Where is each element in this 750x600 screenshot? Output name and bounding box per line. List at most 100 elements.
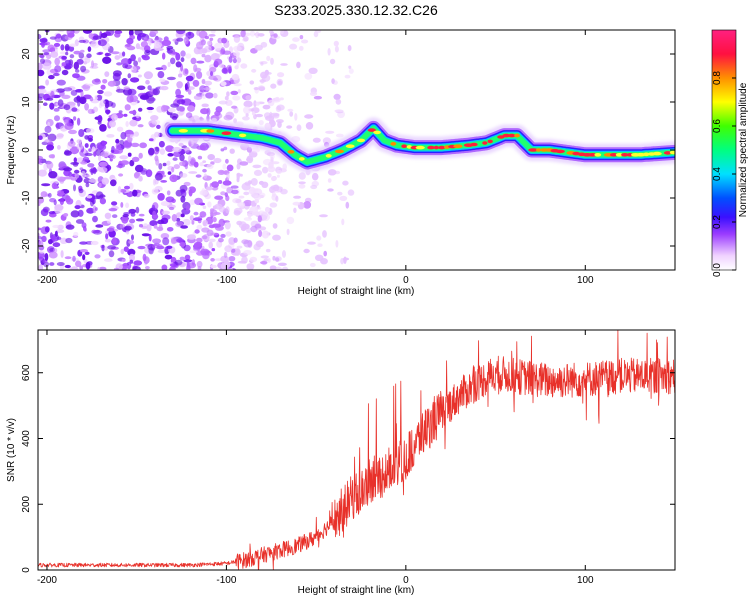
spectrogram-noise-blob [54, 57, 60, 66]
spectrogram-noise-blob [277, 72, 285, 78]
spectrogram-noise-blob [215, 53, 222, 57]
spectrogram-noise-blob [276, 119, 284, 124]
spectrogram-noise-blob [233, 237, 238, 243]
spectrogram-noise-blob [220, 255, 230, 263]
spectrogram-noise-blob [129, 119, 138, 127]
spectrogram-noise-blob [64, 256, 72, 260]
spectrogram-noise-blob [293, 207, 297, 213]
spectrogram-noise-blob [161, 64, 167, 71]
spectrogram-noise-blob [38, 264, 44, 270]
spectrogram-noise-blob [48, 251, 58, 259]
spectrogram-noise-blob [119, 188, 127, 193]
spectrogram-noise-blob [185, 31, 195, 39]
spectrogram-noise-blob [204, 54, 212, 63]
spectrogram-noise-blob [47, 192, 52, 198]
spectrogram-noise-blob [168, 206, 175, 211]
spectrogram-noise-blob [53, 248, 58, 253]
spectrogram-noise-blob [303, 248, 310, 254]
spectrogram-noise-blob [201, 103, 209, 108]
spectrogram-noise-blob [104, 212, 112, 219]
spectrogram-noise-blob [54, 204, 64, 211]
spectrogram-noise-blob [49, 180, 59, 185]
spectrogram-noise-blob [166, 76, 176, 81]
spectrogram-noise-blob [309, 91, 318, 97]
spectrogram-ridge-peak [621, 153, 629, 157]
spectrogram-noise-blob [133, 131, 139, 137]
spectrogram-noise-blob [347, 189, 355, 196]
spectrogram-noise-blob [257, 85, 266, 91]
snr-panel: -200 -100 0 100 0 200 400 600 Height of straigh… [6, 329, 676, 596]
spectrogram-noise-blob [167, 171, 172, 175]
spectrogram-noise-blob [305, 122, 314, 130]
spectrogram-noise-blob [115, 88, 125, 93]
spectrogram-noise-blob [237, 57, 242, 63]
spectrogram-noise-blob [80, 65, 87, 73]
spectrogram-noise-blob [279, 30, 285, 35]
spectrogram-noise-blob [135, 43, 140, 50]
spectrogram-noise-blob [197, 155, 203, 160]
spectrogram-noise-blob [123, 140, 132, 149]
spectrogram-noise-blob [38, 88, 47, 94]
spectrogram-noise-blob [46, 144, 54, 151]
spectrogram-noise-blob [282, 163, 288, 171]
spectrogram-noise-blob [128, 30, 134, 37]
spectrogram-noise-blob [180, 213, 185, 218]
spectrogram-noise-blob [262, 104, 271, 110]
spectrogram-noise-blob [243, 100, 253, 108]
spectrogram-noise-blob [68, 129, 77, 135]
spectrogram-noise-blob [45, 219, 52, 223]
spectrogram-noise-blob [78, 52, 85, 59]
spectrogram-noise-blob [97, 115, 103, 123]
spectrogram-noise-blob [79, 96, 87, 105]
spectrogram-noise-blob [231, 248, 236, 253]
spectrogram-noise-blob [64, 264, 71, 269]
spectrogram-noise-blob [253, 100, 257, 108]
spectrogram-noise-blob [273, 33, 278, 38]
spectrogram-noise-blob [88, 148, 92, 152]
spectrogram-noise-blob [257, 215, 262, 223]
spectrogram-noise-blob [84, 103, 89, 111]
spectrogram-noise-blob [203, 250, 211, 254]
colorbar-gradient [711, 29, 737, 271]
spectrogram-noise-blob [243, 36, 249, 42]
spectrogram-noise-blob [213, 157, 222, 164]
spectrogram-noise-blob [137, 245, 146, 250]
spectrogram-noise-blob [101, 177, 110, 185]
spectrogram-noise-blob [157, 193, 165, 201]
spectrogram-noise-blob [50, 51, 59, 58]
spectrogram-noise-blob [112, 214, 118, 219]
spectrogram-noise-blob [48, 239, 53, 245]
colorbar-tick-label: 0.0 [712, 263, 723, 277]
spectrogram-noise-blob [90, 40, 100, 49]
spectrogram-noise-blob [55, 88, 65, 93]
spectrogram-noise-blob [98, 155, 102, 162]
spectrogram-noise-blob [156, 124, 161, 129]
spectrogram-noise-blob [106, 30, 115, 36]
spectrogram-noise-blob [174, 259, 183, 266]
spectrogram-noise-blob [131, 156, 140, 162]
spectrogram-noise-blob [147, 109, 153, 114]
spectrogram-noise-blob [103, 91, 113, 97]
spectrogram-noise-blob [106, 134, 115, 138]
spectrogram-noise-blob [207, 154, 215, 161]
spectrogram-noise-blob [38, 69, 45, 77]
spectrogram-noise-blob [226, 91, 230, 97]
spectrogram-noise-blob [88, 33, 94, 39]
spectrogram-noise-blob [169, 266, 176, 270]
spectrogram-noise-blob [165, 196, 175, 203]
spectrogram-noise-blob [152, 88, 160, 96]
spectrogram-noise-blob [64, 59, 72, 66]
spectrogram-noise-blob [126, 229, 130, 235]
spectrogram-noise-blob [105, 109, 111, 115]
spectrogram-noise-blob [199, 116, 203, 121]
spectrogram-noise-blob [114, 55, 121, 60]
spectrogram-noise-blob [83, 61, 88, 65]
spectrogram-noise-blob [240, 30, 246, 38]
spectrogram-noise-blob [75, 260, 82, 268]
spectrogram-noise-blob [95, 224, 104, 228]
spectrogram-noise-blob [130, 142, 140, 148]
spectrogram-noise-blob [134, 172, 141, 177]
spectrogram-noise-blob [176, 37, 184, 42]
spectrogram-noise-blob [337, 191, 343, 196]
spectrogram-noise-blob [203, 87, 212, 91]
